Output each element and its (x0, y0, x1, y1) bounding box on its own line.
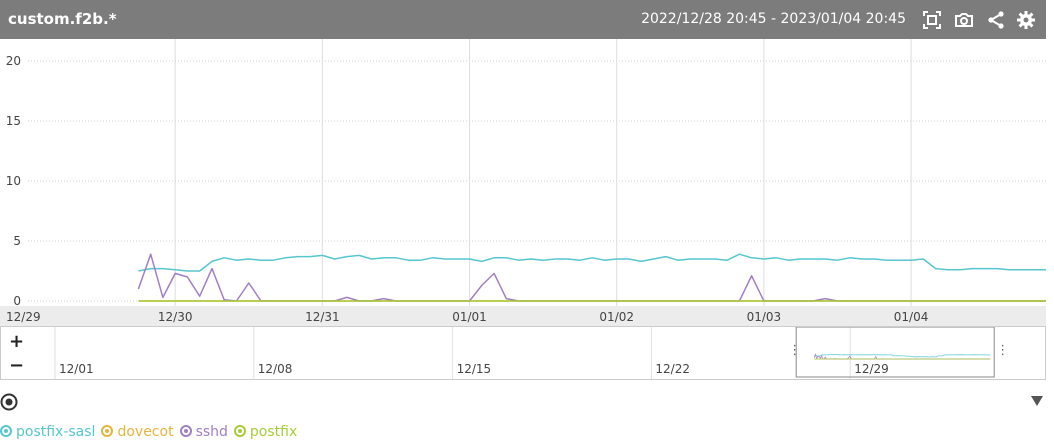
series-line-postfix-sasl (138, 253, 1046, 272)
navigator-tick-label: 12/08 (258, 362, 293, 376)
x-tick-label: 12/30 (158, 310, 193, 324)
gear-icon[interactable] (1016, 10, 1036, 30)
legend-marker-icon (233, 425, 246, 437)
x-tick-label: 01/02 (599, 310, 634, 324)
navigator-svg[interactable]: 12/01 12/08 12/15 12/22 12/29 ⋮ ⋮ (1, 327, 1045, 379)
y-tick-label: 20 (6, 54, 21, 68)
time-range-label[interactable]: 2022/12/28 20:45 - 2023/01/04 20:45 (641, 11, 906, 27)
fit-screen-icon[interactable] (922, 10, 942, 30)
panel-title: custom.f2b.* (8, 10, 117, 28)
x-tick-label: 01/04 (894, 310, 929, 324)
series-line-sshd (137, 253, 1046, 302)
x-tick-label: 01/01 (452, 310, 487, 324)
y-tick-label: 5 (13, 234, 21, 248)
legend-dropdown-icon[interactable] (1030, 395, 1044, 407)
navigator-handle-left: ⋮ (788, 343, 801, 358)
legend-label: postfix (249, 424, 298, 440)
x-tick-label: 01/03 (747, 310, 782, 324)
x-tick-label: 12/29 (6, 310, 41, 324)
legend-item-postfix[interactable]: postfix (233, 424, 298, 440)
range-navigator[interactable]: 12/01 12/08 12/15 12/22 12/29 ⋮ ⋮ + − (0, 326, 1046, 380)
x-tick-label: 12/31 (305, 310, 340, 324)
navigator-tick-label: 12/15 (457, 362, 492, 376)
legend-marker-icon (0, 425, 12, 437)
y-tick-label: 10 (6, 174, 21, 188)
toggle-all-series-icon[interactable] (0, 393, 18, 411)
panel-header: custom.f2b.* 2022/12/28 20:45 - 2023/01/… (0, 0, 1046, 39)
chart-legend: postfix-sasl dovecot sshd postfix (0, 424, 303, 440)
legend-label: postfix-sasl (16, 424, 96, 440)
legend-item-postfix-sasl[interactable]: postfix-sasl (0, 424, 95, 440)
line-chart[interactable]: 0 5 10 15 20 12/29 12/30 12/31 01/01 01/02 01/03 01… (0, 39, 1046, 327)
legend-toolbar (0, 386, 1054, 416)
legend-label: dovecot (117, 424, 174, 440)
chart-area[interactable]: 0 5 10 15 20 12/29 12/30 12/31 01/01 01/02 01/03 01… (0, 39, 1046, 327)
legend-item-sshd[interactable]: sshd (179, 424, 228, 440)
legend-marker-icon (179, 425, 192, 437)
camera-icon[interactable] (954, 10, 974, 30)
zoom-in-button[interactable]: + (9, 331, 25, 352)
share-icon[interactable] (986, 10, 1006, 30)
navigator-tick-label: 12/01 (59, 362, 94, 376)
legend-item-dovecot[interactable]: dovecot (101, 424, 174, 440)
y-tick-label: 15 (6, 114, 21, 128)
x-axis-band (0, 306, 1046, 326)
legend-label: sshd (195, 424, 228, 440)
navigator-handle-right: ⋮ (996, 343, 1009, 358)
zoom-out-button[interactable]: − (9, 355, 25, 376)
navigator-tick-label: 12/29 (854, 362, 889, 376)
legend-marker-icon (101, 425, 114, 437)
navigator-selection (795, 327, 995, 378)
navigator-tick-label: 12/22 (655, 362, 690, 376)
navigator-series-postfix-sasl (814, 353, 991, 358)
y-tick-label: 0 (13, 294, 21, 308)
